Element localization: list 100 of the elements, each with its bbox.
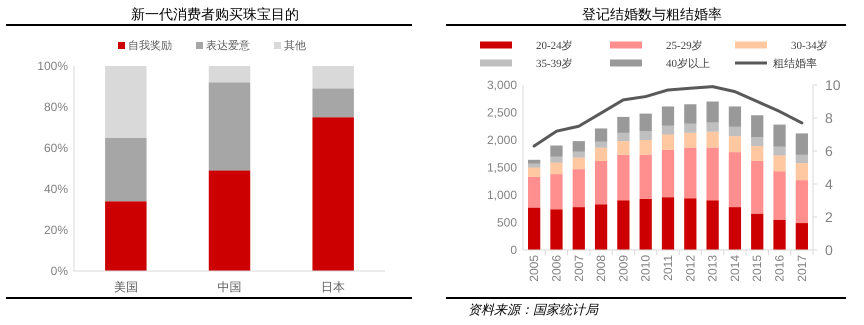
- y-tick-label: 3,000: [486, 78, 518, 92]
- bar: [796, 133, 808, 155]
- bar: [796, 180, 808, 224]
- bar: [751, 214, 764, 250]
- bar: [617, 200, 630, 250]
- bar: [572, 141, 585, 152]
- bar: [773, 146, 786, 156]
- bar: [662, 197, 674, 250]
- y2-tick-label: 0: [825, 242, 833, 258]
- y-tick-label: 80%: [44, 100, 68, 114]
- chart-title: 登记结婚数与粗结婚率: [582, 7, 722, 23]
- y-tick-label: 2,500: [486, 106, 518, 120]
- bar: [572, 169, 585, 208]
- bar: [751, 146, 764, 161]
- y-tick-label: 40%: [44, 182, 68, 196]
- y-tick-label: 1,500: [486, 160, 518, 174]
- bar: [728, 152, 742, 208]
- bar: [706, 132, 719, 148]
- bar: [773, 220, 786, 250]
- bar: [796, 163, 808, 180]
- x-tick-label: 2005: [527, 254, 542, 282]
- y2-tick-label: 4: [825, 176, 833, 192]
- bar: [773, 124, 786, 147]
- bar: [208, 82, 250, 171]
- bar: [594, 148, 608, 161]
- bar: [594, 142, 608, 148]
- bar: [528, 160, 540, 164]
- bar: [550, 209, 563, 250]
- y-tick-label: 1,000: [486, 188, 518, 202]
- bar: [640, 140, 652, 155]
- legend-label: 20-24岁: [536, 40, 573, 52]
- x-tick-label: 2016: [772, 254, 787, 282]
- y-tick-label: 0: [510, 243, 518, 257]
- bar: [751, 160, 764, 214]
- legend-label: 自我奖励: [128, 39, 172, 52]
- bar: [796, 223, 808, 250]
- y-tick-label: 2,000: [486, 133, 518, 147]
- x-tick-label: 2014: [728, 254, 742, 282]
- y-tick-label: 20%: [44, 223, 68, 237]
- bar: [640, 131, 652, 140]
- bar: [550, 146, 563, 156]
- line-series: [532, 85, 804, 148]
- y-tick-label: 500: [496, 216, 518, 230]
- bar: [684, 104, 696, 124]
- bar: [706, 122, 719, 132]
- x-tick-label: 2011: [661, 254, 675, 281]
- bar: [312, 117, 354, 271]
- bar: [572, 207, 585, 250]
- y2-tick-label: 6: [825, 143, 833, 159]
- bar: [684, 132, 696, 148]
- legend-label: 35-39岁: [536, 58, 573, 70]
- x-tick-label: 2007: [572, 254, 586, 282]
- bar: [751, 137, 764, 146]
- bar: [550, 174, 563, 210]
- bar: [684, 148, 696, 198]
- bar: [528, 176, 540, 208]
- bar: [572, 152, 585, 158]
- bar: [662, 106, 674, 126]
- x-tick-label: 2010: [638, 254, 653, 282]
- bar: [594, 160, 608, 204]
- x-tick-label: 2015: [750, 254, 764, 282]
- legend-label: 25-29岁: [666, 40, 703, 52]
- y-tick-label: 100%: [37, 59, 68, 73]
- legend-label: 40岁以上: [666, 57, 710, 70]
- bar: [684, 198, 696, 250]
- x-tick-label: 中国: [218, 280, 242, 294]
- bar: [706, 102, 719, 122]
- x-tick-label: 2008: [594, 254, 608, 282]
- x-tick-label: 日本: [321, 280, 346, 294]
- legend-label: 30-34岁: [791, 40, 828, 52]
- chart-title: 新一代消费者购买珠宝目的: [131, 7, 299, 23]
- y2-tick-label: 8: [825, 110, 833, 126]
- x-tick-label: 2009: [616, 254, 630, 282]
- bar: [684, 124, 696, 133]
- bar: [528, 164, 540, 168]
- bar: [617, 141, 630, 155]
- bar: [617, 116, 630, 133]
- bar: [528, 168, 540, 177]
- x-tick-label: 2013: [706, 254, 720, 282]
- bar: [662, 150, 674, 198]
- y2-tick-label: 10: [825, 77, 841, 93]
- bar: [312, 88, 354, 118]
- bar: [773, 155, 786, 172]
- bar: [773, 171, 786, 220]
- x-tick-label: 2012: [683, 254, 698, 282]
- bar: [662, 134, 674, 150]
- bar: [640, 198, 652, 250]
- bar: [706, 148, 719, 200]
- bar: [728, 126, 742, 136]
- legend-label: 其他: [284, 39, 306, 52]
- x-tick-label: 2017: [794, 254, 809, 282]
- bar: [105, 138, 147, 202]
- bar: [105, 201, 147, 271]
- legend-label: 粗结婚率: [773, 57, 817, 70]
- bar: [617, 154, 630, 200]
- legend-label: 表达爱意: [206, 39, 250, 52]
- bar: [728, 207, 742, 250]
- bar: [751, 115, 764, 138]
- bar: [208, 170, 250, 271]
- bar: [550, 156, 563, 163]
